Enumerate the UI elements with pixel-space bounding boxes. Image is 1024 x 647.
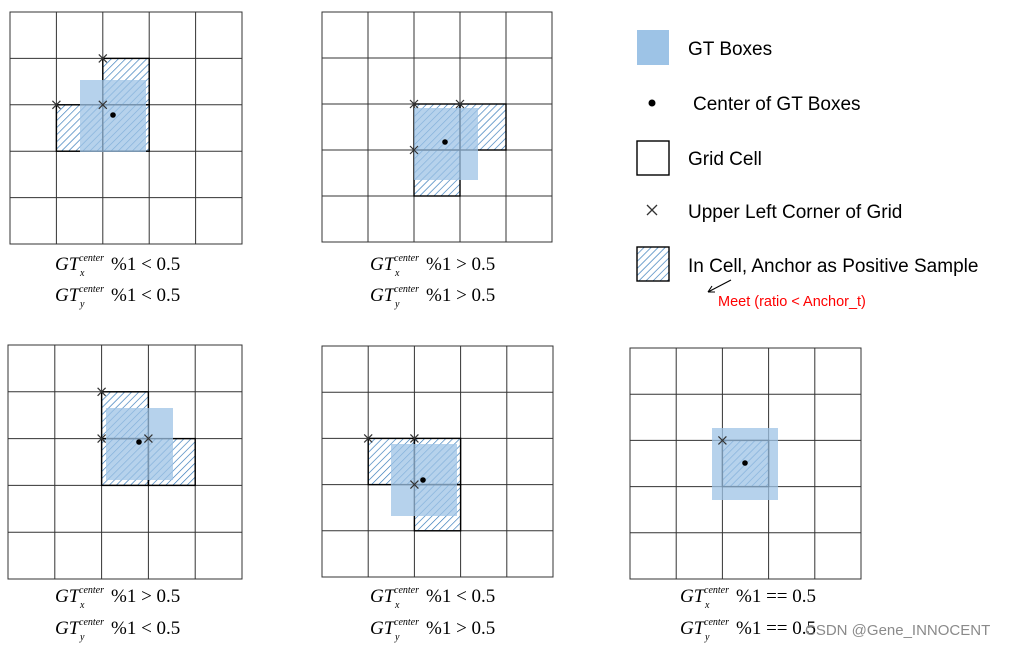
superscript: center [704, 585, 729, 596]
superscript: center [394, 253, 419, 264]
gt-text: GT [370, 618, 396, 639]
gt-text: GT [55, 254, 81, 275]
condition-text: %1 == 0.5 [736, 586, 816, 607]
label-panel-5-y: GT center y %1 == 0.5 [680, 617, 816, 643]
label-panel-1-x: GT center x %1 < 0.5 [55, 253, 180, 279]
legend-center-label: Center of GT Boxes [693, 94, 861, 115]
legend-gt-swatch [637, 30, 669, 65]
gt-text: GT [370, 285, 396, 306]
label-panel-3-y: GT center y %1 < 0.5 [55, 617, 180, 643]
subscript: y [79, 299, 85, 310]
gt-text: GT [55, 618, 81, 639]
subscript: y [394, 299, 400, 310]
legend-center-dot [648, 99, 656, 107]
watermark: CSDN @Gene_INNOCENT [805, 622, 990, 639]
panel-4 [321, 345, 554, 578]
superscript: center [79, 585, 104, 596]
subscript: y [79, 632, 85, 643]
gt-text: GT [370, 254, 396, 275]
gt-text: GT [680, 586, 706, 607]
superscript: center [394, 284, 419, 295]
panel-3 [7, 344, 243, 580]
subscript: x [79, 268, 85, 279]
condition-text: %1 < 0.5 [111, 254, 180, 275]
condition-text: %1 > 0.5 [426, 254, 495, 275]
label-panel-4-y: GT center y %1 > 0.5 [370, 617, 495, 643]
condition-text: %1 > 0.5 [426, 618, 495, 639]
condition-text: %1 < 0.5 [111, 618, 180, 639]
gt-center-panel-2 [442, 139, 448, 145]
gt-text: GT [55, 586, 81, 607]
panel-1 [9, 11, 243, 245]
corner-marks-panel-1 [51, 53, 108, 110]
label-panel-1-y: GT center y %1 < 0.5 [55, 284, 180, 310]
gt-center-panel-3 [136, 439, 142, 445]
label-panel-3-x: GT center x %1 > 0.5 [55, 585, 180, 611]
gt-text: GT [370, 586, 396, 607]
corner-marks-panel-3 [97, 387, 153, 444]
legend-corner-label: Upper Left Corner of Grid [688, 202, 902, 223]
gt-center-panel-4 [420, 477, 426, 483]
label-panel-4-x: GT center x %1 < 0.5 [370, 585, 495, 611]
annotation-text: Meet (ratio < Anchor_t) [718, 294, 866, 310]
gt-text: GT [680, 618, 706, 639]
gt-text: GT [55, 285, 81, 306]
legend-grid-label: Grid Cell [688, 149, 762, 170]
legend: GT Boxes Center of GT Boxes Grid Cell Up… [636, 30, 978, 310]
corner-marks-panel-5 [717, 435, 727, 445]
subscript: x [394, 268, 400, 279]
legend-corner-icon [646, 204, 658, 216]
subscript: y [704, 632, 710, 643]
legend-hatch-label: In Cell, Anchor as Positive Sample [688, 256, 978, 277]
legend-gt-label: GT Boxes [688, 39, 772, 60]
legend-hatch-swatch [636, 246, 670, 282]
corner-marks-panel-2 [409, 99, 465, 155]
superscript: center [79, 617, 104, 628]
grid-panel-1 [9, 11, 243, 245]
legend-grid-swatch [636, 140, 670, 176]
superscript: center [79, 284, 104, 295]
gt-center-panel-1 [110, 112, 116, 118]
corner-marks-panel-4 [363, 433, 419, 490]
subscript: x [394, 600, 400, 611]
superscript: center [704, 617, 729, 628]
condition-text: %1 < 0.5 [111, 285, 180, 306]
condition-text: %1 > 0.5 [111, 586, 180, 607]
condition-text: %1 == 0.5 [736, 618, 816, 639]
superscript: center [79, 253, 104, 264]
subscript: x [79, 600, 85, 611]
panel-5 [629, 347, 862, 580]
annotation-arrow-icon [707, 279, 732, 293]
label-panel-2-y: GT center y %1 > 0.5 [370, 284, 495, 310]
label-panel-2-x: GT center x %1 > 0.5 [370, 253, 495, 279]
subscript: y [394, 632, 400, 643]
superscript: center [394, 585, 419, 596]
condition-text: %1 < 0.5 [426, 586, 495, 607]
gt-center-panel-5 [742, 460, 748, 466]
panel-2 [321, 11, 553, 243]
superscript: center [394, 617, 419, 628]
label-panel-5-x: GT center x %1 == 0.5 [680, 585, 816, 611]
subscript: x [704, 600, 710, 611]
condition-text: %1 > 0.5 [426, 285, 495, 306]
